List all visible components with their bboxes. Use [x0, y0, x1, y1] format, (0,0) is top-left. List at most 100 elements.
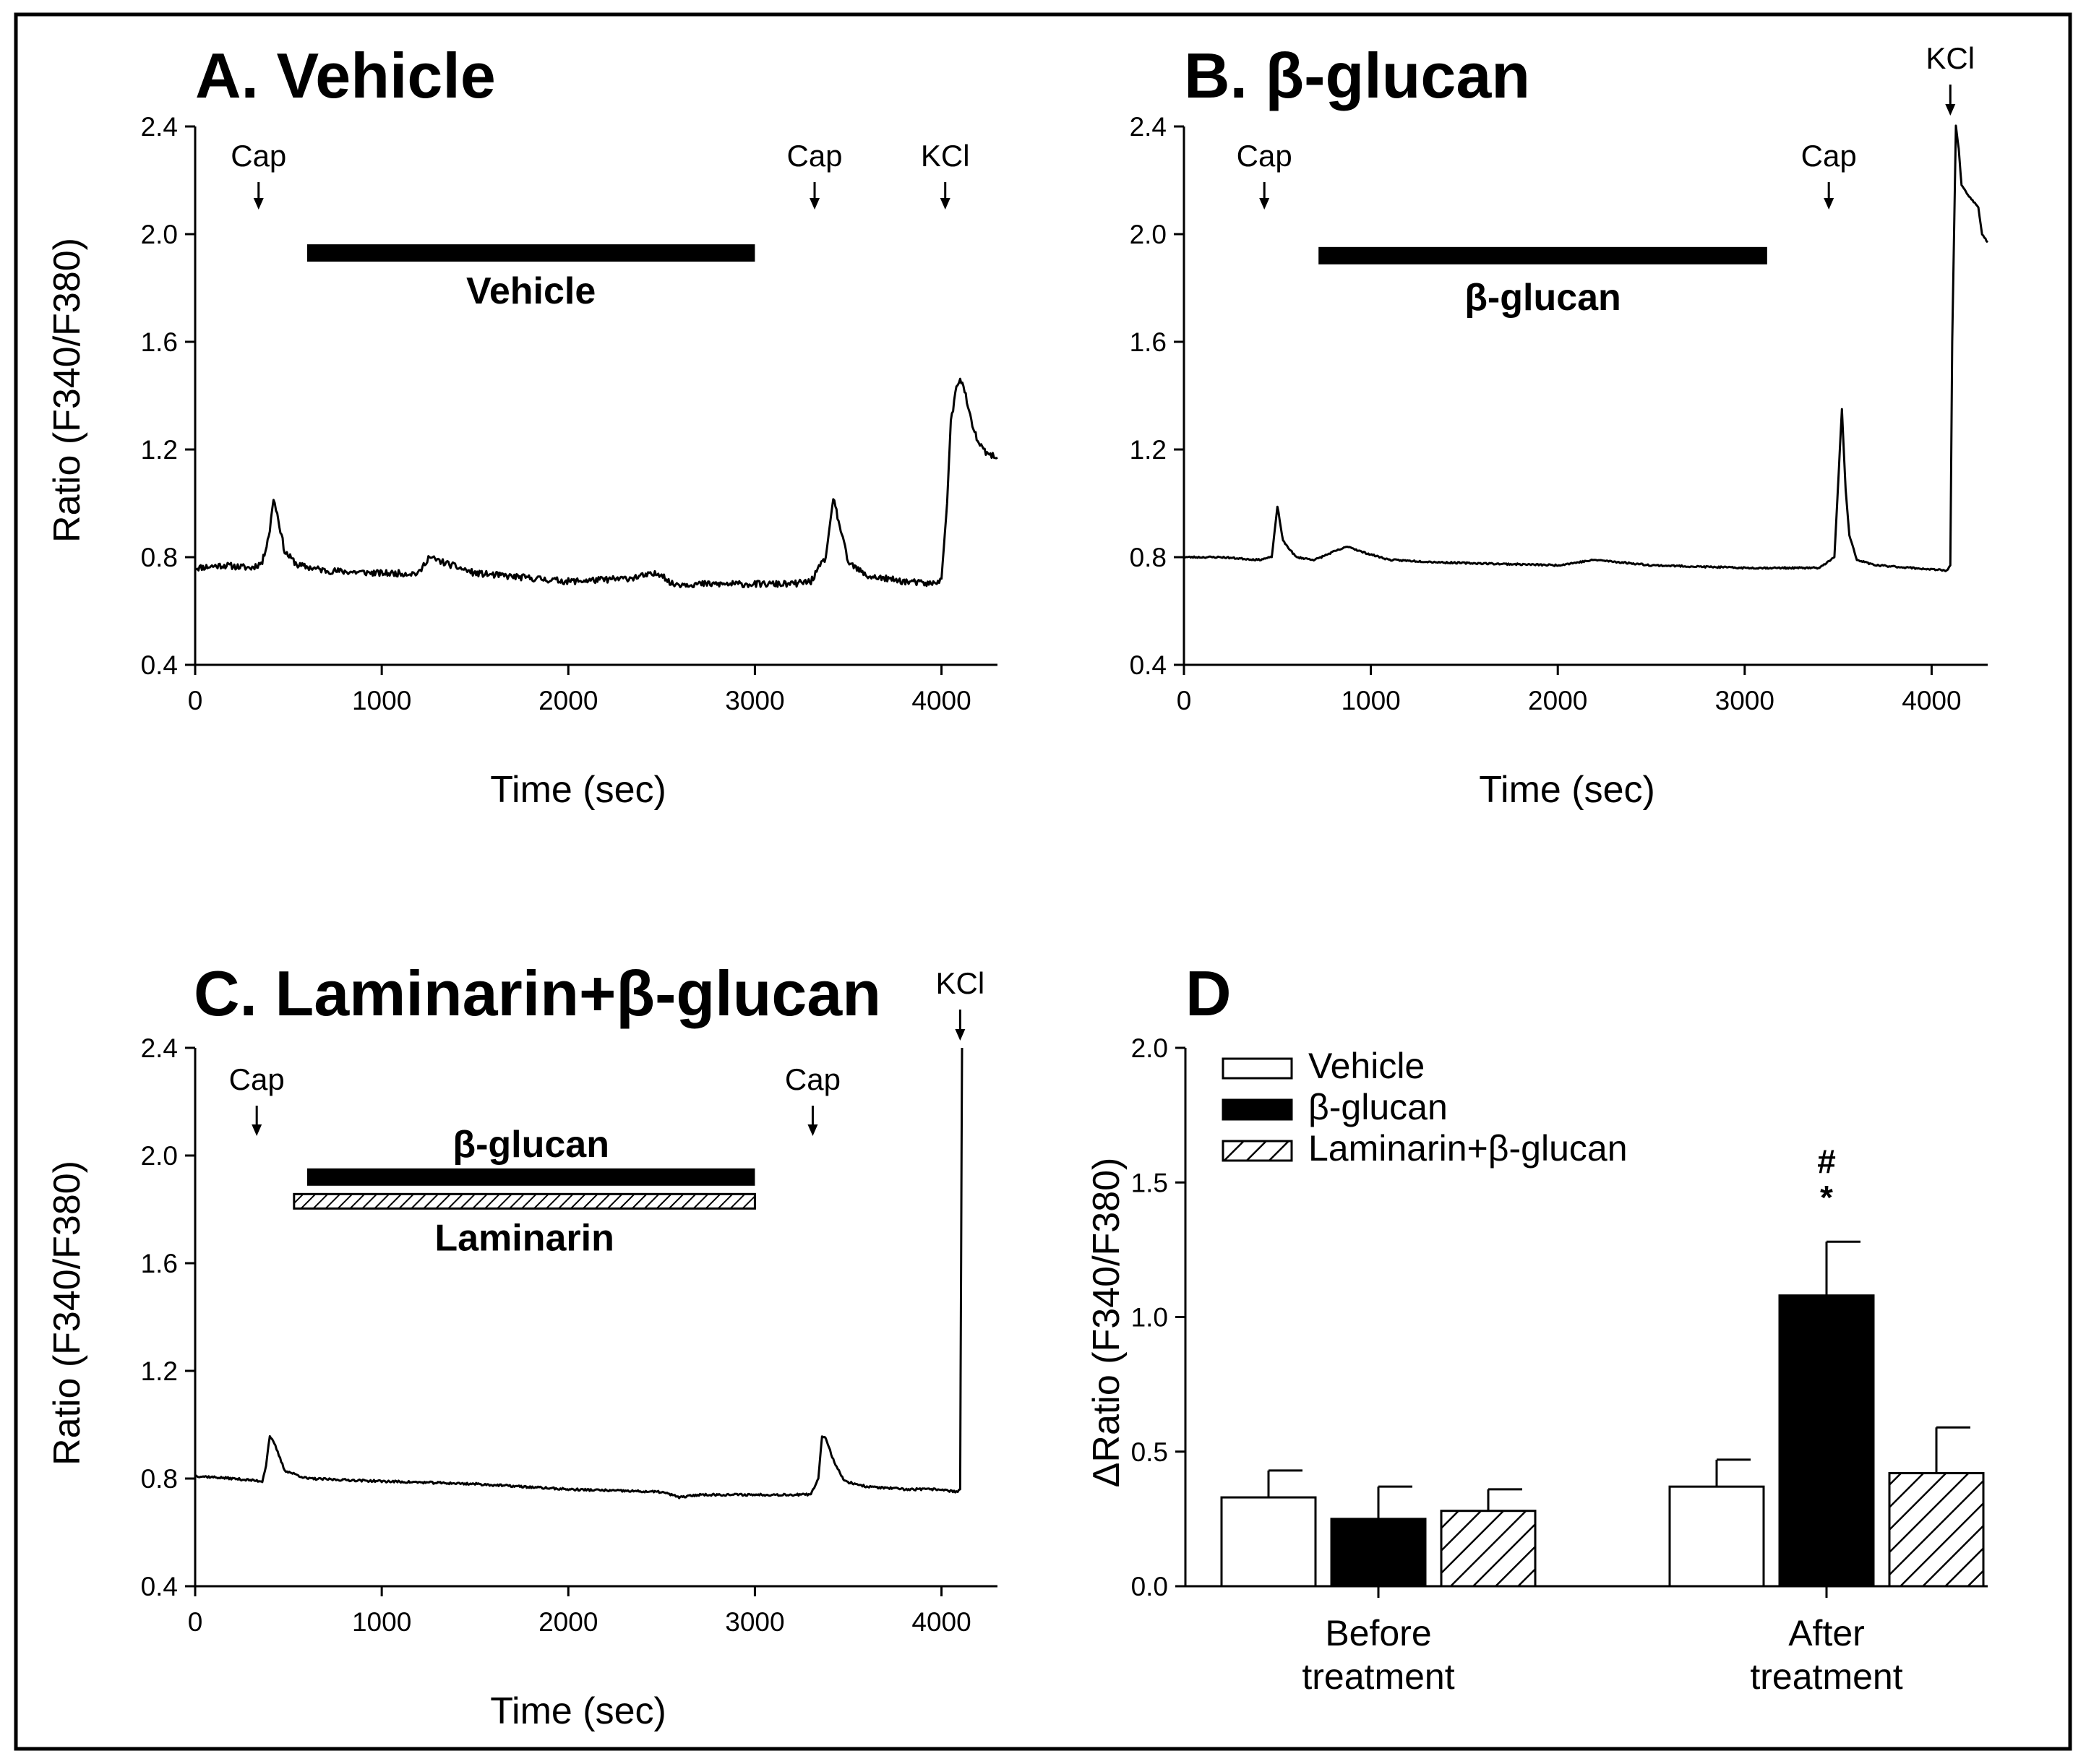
panel-a-stimulus-label: KCl: [921, 139, 970, 173]
panel-a-x-tick-label: 4000: [911, 686, 971, 715]
panel-d-y-tick-label: 0.5: [1131, 1437, 1168, 1467]
panel-a: A. Vehicle Ratio (F340/F380) Time (sec) …: [46, 40, 998, 811]
panel-c-x-tick-label: 3000: [725, 1607, 784, 1637]
panel-b-treatment-label: β-glucan: [1464, 277, 1621, 319]
panel-c-stimulus-arrow-head: [955, 1029, 966, 1041]
panel-d-legend-swatch: [1222, 1098, 1293, 1121]
panel-b-x-tick-label: 1000: [1341, 686, 1400, 715]
panel-d-category-label-line1: Before: [1325, 1613, 1431, 1653]
panel-b-x-tick-label: 0: [1177, 686, 1192, 715]
panel-c-beta-glucan-label: β-glucan: [452, 1124, 609, 1166]
panel-a-y-axis-label: Ratio (F340/F380): [46, 238, 88, 543]
panel-c-x-axis-label: Time (sec): [490, 1690, 666, 1732]
panel-a-y-tick-label: 1.2: [141, 435, 178, 465]
panel-a-treatment-label: Vehicle: [466, 270, 596, 312]
panel-d-legend-label: β-glucan: [1308, 1087, 1448, 1127]
panel-d-bar: [1220, 1496, 1317, 1588]
panel-d-y-tick-label: 1.5: [1131, 1168, 1168, 1197]
panel-b-stimulus-arrow-head: [1945, 104, 1956, 116]
panel-a-treatment-bar-solid: [306, 244, 755, 262]
panel-b-trace-line: [1183, 124, 1988, 572]
panel-c-y-tick-label: 0.8: [141, 1464, 178, 1494]
panel-d-y-axis-label: ΔRatio (F340/F380): [1086, 1158, 1128, 1488]
panel-c-stimulus-label: Cap: [229, 1062, 285, 1096]
panel-a-x-tick-label: 1000: [352, 686, 411, 715]
panel-c-treatment-bar-hatched: [293, 1192, 756, 1210]
panel-c-y-tick-label: 2.4: [141, 1033, 178, 1063]
panel-a-x-tick-label: 3000: [725, 686, 784, 715]
panel-d-significance-mark: *: [1820, 1179, 1833, 1216]
panel-a-stimulus-arrow-head: [253, 198, 264, 210]
panel-b-y-tick-label: 0.4: [1130, 650, 1167, 680]
panel-b-stimulus-label: Cap: [1237, 139, 1292, 173]
panel-d-bar: [1888, 1472, 1985, 1588]
panel-b-x-axis-label: Time (sec): [1479, 769, 1655, 811]
panel-c-y-tick-label: 1.2: [141, 1356, 178, 1386]
panel-a-x-tick-label: 2000: [538, 686, 598, 715]
panel-a-x-axis-label: Time (sec): [490, 769, 666, 811]
panel-a-stimulus-arrow-head: [810, 198, 820, 210]
panel-c-y-tick-label: 2.0: [141, 1141, 178, 1171]
panel-c-title: C. Laminarin+β-glucan: [194, 958, 881, 1029]
panel-b-stimulus-label: KCl: [1926, 41, 1975, 75]
panel-c-y-axis-label: Ratio (F340/F380): [46, 1161, 88, 1466]
panel-b-stimulus-arrow-head: [1259, 198, 1270, 210]
panel-a-x-tick-label: 0: [188, 686, 203, 715]
panel-d-legend-swatch: [1222, 1140, 1293, 1162]
panel-a-y-tick-label: 0.4: [141, 650, 178, 680]
panel-a-stimulus-arrow-head: [940, 198, 950, 210]
panel-c-stimulus-label: KCl: [936, 966, 985, 1000]
panel-a-trace-line: [194, 377, 998, 589]
panel-d-category-label-line2: treatment: [1750, 1656, 1902, 1697]
panel-b-x-tick-label: 2000: [1528, 686, 1587, 715]
panel-b-stimulus-arrow-head: [1824, 198, 1834, 210]
panel-d-y-tick-label: 0.0: [1131, 1572, 1168, 1601]
panel-d-bar: [1440, 1510, 1537, 1588]
panel-d-title: D: [1185, 958, 1232, 1029]
panel-a-stimulus-label: Cap: [786, 139, 842, 173]
panel-b: B. β-glucan Time (sec) 0.4 0.8 1.2 1.6 2.0 2.…: [1130, 40, 1988, 811]
panel-d-bar: [1330, 1518, 1427, 1588]
panel-c-x-tick-label: 2000: [538, 1607, 598, 1637]
panel-b-y-tick-label: 0.8: [1130, 543, 1167, 572]
panel-d-category-label-line1: After: [1788, 1613, 1865, 1653]
panel-b-x-tick-label: 4000: [1902, 686, 1961, 715]
panel-c-x-tick-label: 4000: [911, 1607, 971, 1637]
panel-c-y-tick-label: 0.4: [141, 1572, 178, 1601]
panel-b-y-tick-label: 2.0: [1130, 220, 1167, 249]
panel-c: C. Laminarin+β-glucan Ratio (F340/F380) …: [46, 958, 997, 1732]
panel-a-title: A. Vehicle: [195, 40, 496, 111]
panel-d-legend-label: Vehicle: [1308, 1046, 1425, 1086]
panel-c-x-tick-label: 1000: [352, 1607, 411, 1637]
panel-b-x-tick-label: 3000: [1715, 686, 1774, 715]
panel-c-y-tick-label: 1.6: [141, 1249, 178, 1278]
panel-d-legend-label: Laminarin+β-glucan: [1308, 1128, 1628, 1169]
panel-c-laminarin-label: Laminarin: [434, 1217, 614, 1259]
panel-b-y-tick-label: 1.2: [1130, 435, 1167, 465]
panel-b-y-tick-label: 2.4: [1130, 112, 1167, 142]
panel-d-y-tick-label: 2.0: [1131, 1033, 1168, 1063]
panel-b-stimulus-label: Cap: [1801, 139, 1857, 173]
panel-d-bar: [1778, 1294, 1875, 1588]
panel-a-stimulus-label: Cap: [231, 139, 286, 173]
panel-d-y-tick-label: 1.0: [1131, 1303, 1168, 1333]
panel-c-treatment-bar-solid: [306, 1168, 755, 1186]
panel-a-y-tick-label: 2.4: [141, 112, 178, 142]
panel-d-significance-mark: #: [1817, 1143, 1836, 1180]
panel-a-y-tick-label: 0.8: [141, 543, 178, 572]
panel-d-category-label-line2: treatment: [1302, 1656, 1454, 1697]
panel-a-y-tick-label: 2.0: [141, 220, 178, 249]
panel-d-legend-swatch: [1222, 1057, 1293, 1080]
panel-b-treatment-bar-solid: [1318, 246, 1767, 264]
panel-b-title: B. β-glucan: [1184, 40, 1530, 111]
panel-c-stimulus-arrow-head: [807, 1124, 818, 1136]
panel-a-y-tick-label: 1.6: [141, 327, 178, 357]
panel-c-x-tick-label: 0: [188, 1607, 203, 1637]
panel-d-bar: [1668, 1485, 1765, 1588]
panel-c-stimulus-label: Cap: [785, 1062, 841, 1096]
panel-c-stimulus-arrow-head: [252, 1124, 262, 1136]
panel-b-y-tick-label: 1.6: [1130, 327, 1167, 357]
panel-d: D ΔRatio (F340/F380) 0.0 0.5 1.0 1.5 2.0 Befo…: [1086, 958, 1988, 1697]
panel-c-trace-line: [194, 1047, 963, 1500]
